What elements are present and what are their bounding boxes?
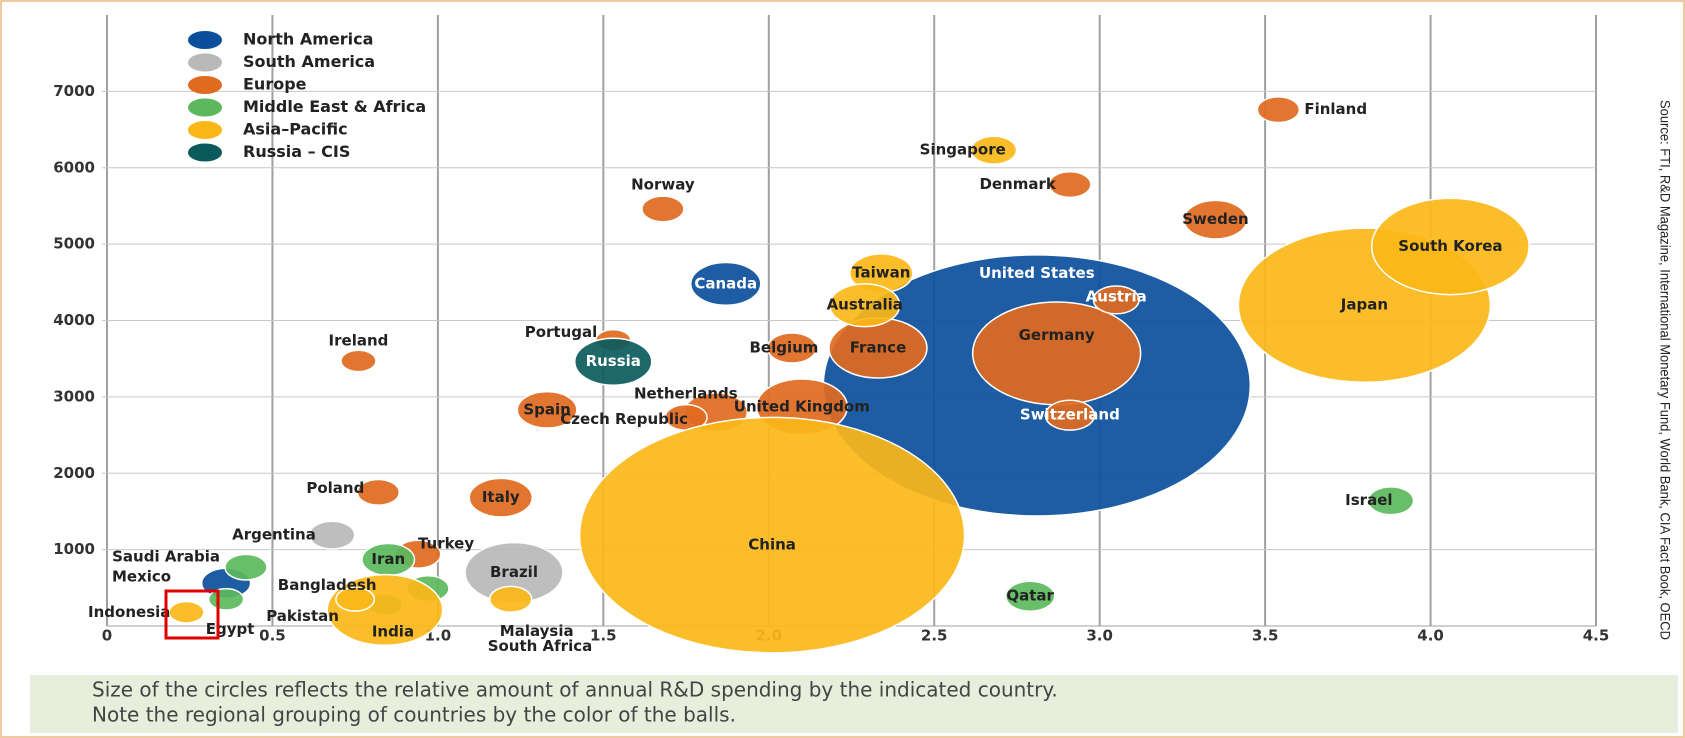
bubble (1044, 399, 1096, 431)
x-tick-label: 0.5 (259, 627, 286, 645)
bubble (1256, 96, 1301, 124)
bubble-label: Mexico (112, 568, 171, 586)
bubble-label: Argentina (232, 526, 316, 544)
bubble (1092, 285, 1140, 315)
y-tick-label: 1000 (53, 540, 95, 558)
x-tick-label: 1.5 (590, 627, 617, 645)
legend-label: Russia – CIS (243, 142, 350, 161)
source-note: Source: FTI, R&D Magazine, International… (1657, 100, 1673, 640)
bubble (970, 135, 1018, 165)
bubble (356, 478, 401, 506)
legend-label: Middle East & Africa (243, 97, 426, 116)
legend-label: Europe (243, 75, 307, 94)
bubble (690, 261, 762, 306)
bubble-label: Bangladesh (278, 576, 377, 594)
bubble-label: Malaysia (500, 622, 574, 640)
bubble (335, 586, 376, 612)
bubble-label: United States (979, 264, 1095, 282)
bubble-label: United Kingdom (734, 397, 870, 415)
bubble-label: Turkey (418, 535, 474, 553)
bubble-label: Japan (1340, 296, 1388, 314)
bubble-label: Switzerland (1020, 406, 1120, 424)
legend-label: South America (243, 52, 375, 71)
bubble (574, 337, 653, 387)
bubble-label: Israel (1345, 491, 1392, 509)
legend-label: North America (243, 30, 373, 49)
y-tick-label: 7000 (53, 82, 95, 100)
bubble (1370, 197, 1530, 296)
bubble (516, 390, 578, 429)
bubble-label: Portugal (525, 323, 598, 341)
bubble (766, 332, 818, 364)
caption-line: Size of the circles reflects the relativ… (92, 678, 1058, 702)
bubble-label: South Africa (488, 637, 593, 655)
bubble (488, 585, 533, 613)
bubble-label: Poland (306, 479, 364, 497)
bubble-label: Austria (1086, 287, 1147, 305)
bubble-label: Russia (586, 352, 641, 370)
y-tick-label: 6000 (53, 158, 95, 176)
x-tick-label: 3.5 (1252, 627, 1279, 645)
legend-swatch (188, 143, 222, 162)
bubble-label: Belgium (749, 338, 818, 356)
bubble-label: India (372, 622, 414, 640)
bubble-label: Australia (827, 296, 903, 314)
y-tick-label: 2000 (53, 464, 95, 482)
y-tick-label: 5000 (53, 235, 95, 253)
x-tick-label: 0 (102, 627, 112, 645)
bubble-label: Taiwan (852, 264, 910, 282)
bubble-label: Canada (694, 274, 757, 292)
bubble (340, 349, 377, 373)
highlight-box (164, 589, 220, 640)
bubble-label: Pakistan (266, 607, 339, 625)
x-tick-label: 4.5 (1583, 627, 1610, 645)
caption-line: Note the regional grouping of countries … (92, 703, 736, 727)
legend-swatch (188, 121, 222, 139)
legend-swatch (188, 76, 222, 94)
bubble-label: China (748, 536, 796, 554)
y-tick-label: 4000 (53, 311, 95, 329)
x-tick-label: 2.5 (921, 627, 948, 645)
bubble (308, 520, 356, 550)
bubble-label: Czech Republic (560, 410, 688, 428)
bubble-label: Germany (1019, 326, 1095, 344)
bubble-label: South Korea (1398, 237, 1502, 255)
bubble-label: Finland (1304, 100, 1367, 118)
bubble-label: Brazil (490, 563, 538, 581)
bubble-label: France (850, 338, 907, 356)
bubble-label: Singapore (920, 141, 1006, 159)
y-tick-label: 3000 (53, 387, 95, 405)
bubble (828, 283, 901, 328)
x-tick-label: 4.0 (1417, 627, 1444, 645)
bubble-label: Indonesia (88, 603, 170, 621)
bubble (224, 553, 268, 581)
bubble (1048, 170, 1092, 199)
bubble-label: Italy (482, 488, 520, 506)
bubble-label: Iran (371, 550, 405, 568)
x-tick-label: 3.0 (1086, 627, 1113, 645)
bubble (1183, 199, 1248, 240)
bubble (468, 477, 534, 518)
bubble-label: Sweden (1182, 210, 1248, 228)
bubble (971, 301, 1142, 406)
legend-swatch (188, 98, 222, 117)
bubble-label: Spain (523, 400, 570, 418)
legend-swatch (188, 53, 222, 72)
bubble (1367, 486, 1415, 516)
bubble-label: Qatar (1006, 587, 1054, 605)
bubble-label: Netherlands (634, 385, 738, 403)
bubble (168, 600, 205, 624)
bubble-label: Saudi Arabia (112, 548, 220, 566)
bubble (578, 416, 966, 654)
bubble (1004, 580, 1056, 612)
caption-box (30, 675, 1678, 733)
bubble-label: Denmark (979, 175, 1056, 193)
legend-swatch (188, 31, 222, 49)
bubble (641, 195, 685, 223)
bubble-label: Ireland (329, 331, 389, 349)
bubble-label: Egypt (206, 620, 255, 638)
bubble-label: Norway (631, 175, 695, 193)
legend-label: Asia–Pacific (243, 120, 348, 139)
